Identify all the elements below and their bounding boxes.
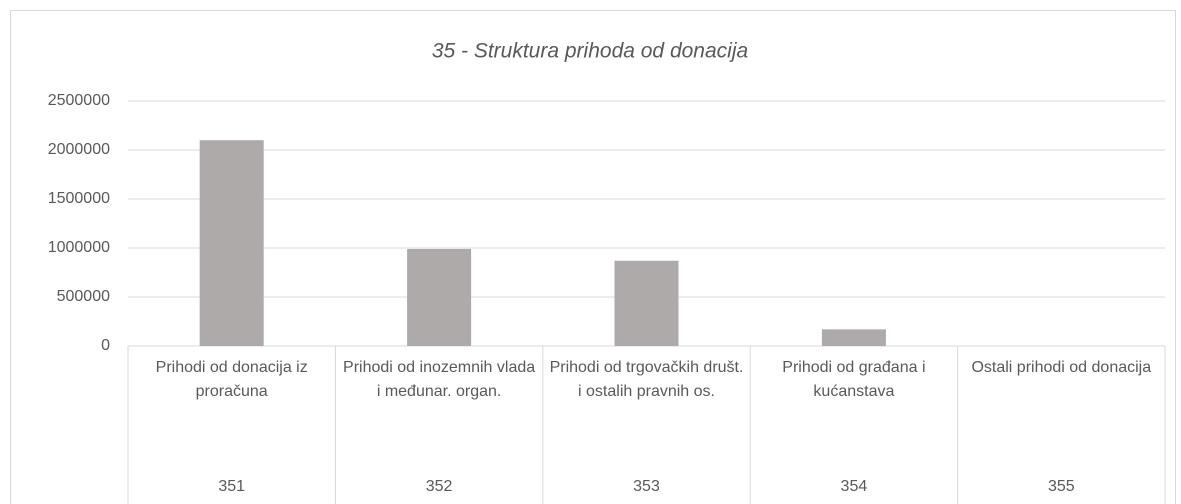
y-tick-label: 2500000 (48, 92, 110, 109)
x-tick-label: Ostali prihodi od donacija (971, 359, 1152, 376)
category-code: 352 (426, 478, 453, 495)
y-tick-label: 2000000 (48, 141, 110, 158)
bar (614, 260, 679, 346)
y-tick-label: 1000000 (48, 239, 110, 256)
x-tick-label: Prihodi od trgovačkih društ. i ostalih p… (549, 359, 744, 400)
category-code: 353 (633, 478, 660, 495)
bar (821, 329, 886, 346)
y-tick-label: 1500000 (48, 190, 110, 207)
chart-border (10, 10, 1176, 504)
x-tick-label: Prihodi od inozemnih vlada i međunar. or… (343, 359, 536, 400)
y-tick-label: 500000 (57, 288, 110, 305)
category-code: 354 (841, 478, 868, 495)
x-tick-label: Prihodi od građana i kućanstava (782, 359, 926, 400)
category-code: 355 (1048, 478, 1075, 495)
x-tick-label: Prihodi od donacija iz proračuna (155, 359, 308, 400)
bar (199, 140, 264, 346)
y-tick-label: 0 (101, 337, 110, 354)
category-code: 351 (218, 478, 245, 495)
chart-title: 35 - Struktura prihoda od donacija (432, 40, 748, 63)
bar (407, 248, 472, 346)
